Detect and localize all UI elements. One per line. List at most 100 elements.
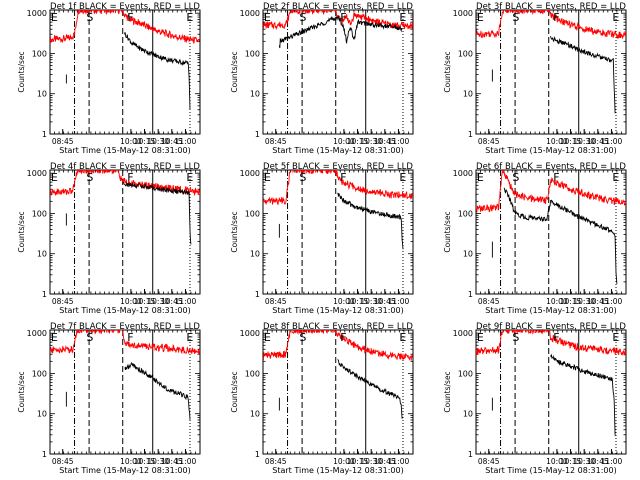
y-axis-label: Counts/sec <box>443 371 452 412</box>
interval-letter: S <box>299 331 306 344</box>
interval-letter: E <box>186 11 193 24</box>
x-tick-label: 10:30 <box>573 137 595 146</box>
detector-panel: Det 3f BLACK = Events, RED = LLD 1 10 100 10… <box>443 2 627 155</box>
y-tick-label: 10 <box>463 410 473 419</box>
y-tick-label: 100 <box>32 369 47 378</box>
x-tick-label: 10:45 <box>161 137 183 146</box>
interval-letter: F <box>553 11 559 24</box>
plot-frame <box>262 169 414 295</box>
x-tick-label: 10:45 <box>587 137 609 146</box>
x-tick-label: 08:45 <box>478 137 500 146</box>
y-tick-label: 1 <box>255 450 260 459</box>
interval-letter: F <box>127 331 133 344</box>
events-series-line <box>124 32 191 111</box>
x-tick-label: 10:15 <box>560 457 582 466</box>
y-tick-label: 1 <box>255 130 260 139</box>
panel-title: Det 9f BLACK = Events, RED = LLD <box>476 322 626 332</box>
y-tick-label: 100 <box>32 49 47 58</box>
y-axis-label: Counts/sec <box>230 211 239 252</box>
y-tick-label: 1000 <box>27 169 47 178</box>
x-tick-label: 08:45 <box>478 297 500 306</box>
y-tick-label: 10 <box>463 250 473 259</box>
y-axis-label: Counts/sec <box>17 51 26 92</box>
x-tick-label: 10:15 <box>347 297 369 306</box>
panel-title: Det 8f BLACK = Events, RED = LLD <box>263 322 413 332</box>
y-tick-label: 10 <box>250 250 260 259</box>
y-tick-label: 1000 <box>240 329 260 338</box>
y-axis-label: Counts/sec <box>230 51 239 92</box>
detector-panel: Det 6f BLACK = Events, RED = LLD 1 10 100 10… <box>443 162 627 315</box>
detector-panel: Det 1f BLACK = Events, RED = LLD 1 10 100 10… <box>17 2 201 155</box>
panel-title: Det 2f BLACK = Events, RED = LLD <box>263 2 413 12</box>
interval-letter: S <box>86 171 93 184</box>
x-tick-label: 10:30 <box>360 297 382 306</box>
interval-letter: S <box>512 11 519 24</box>
x-axis-label: Start Time (15-May-12 08:31:00) <box>272 146 403 155</box>
x-tick-label: 11:00 <box>388 137 410 146</box>
interval-letter: E <box>612 331 619 344</box>
panel-title: Det 6f BLACK = Events, RED = LLD <box>476 162 626 172</box>
y-tick-label: 10 <box>250 410 260 419</box>
interval-letter: F <box>127 11 133 24</box>
interval-letter: E <box>399 11 406 24</box>
y-tick-label: 1 <box>468 290 473 299</box>
x-tick-label: 10:15 <box>134 137 156 146</box>
x-tick-label: 10:15 <box>134 457 156 466</box>
x-axis-label: Start Time (15-May-12 08:31:00) <box>59 146 190 155</box>
x-tick-label: 10:45 <box>161 457 183 466</box>
x-axis-label: Start Time (15-May-12 08:31:00) <box>485 466 616 475</box>
x-tick-label: 10:15 <box>560 137 582 146</box>
y-tick-label: 10 <box>37 410 47 419</box>
x-tick-label: 10:00 <box>333 137 355 146</box>
x-tick-label: 10:45 <box>374 137 396 146</box>
lld-series-line <box>263 330 413 361</box>
x-tick-label: 10:15 <box>134 297 156 306</box>
x-tick-label: 10:00 <box>333 457 355 466</box>
interval-letter: E <box>399 171 406 184</box>
x-tick-label: 10:30 <box>360 457 382 466</box>
interval-letter: E <box>186 331 193 344</box>
y-tick-label: 100 <box>32 209 47 218</box>
y-tick-label: 1000 <box>453 329 473 338</box>
y-axis-label: Counts/sec <box>17 211 26 252</box>
x-tick-label: 10:30 <box>147 297 169 306</box>
x-tick-label: 08:45 <box>52 297 74 306</box>
events-series-line <box>122 181 192 245</box>
interval-letter: F <box>340 171 346 184</box>
x-tick-label: 11:00 <box>601 457 623 466</box>
y-axis-label: Counts/sec <box>443 211 452 252</box>
events-series-line <box>337 192 404 250</box>
x-tick-label: 10:45 <box>374 297 396 306</box>
x-axis-label: Start Time (15-May-12 08:31:00) <box>272 466 403 475</box>
x-tick-label: 10:30 <box>573 297 595 306</box>
x-axis-label: Start Time (15-May-12 08:31:00) <box>272 306 403 315</box>
interval-letter: E <box>51 331 58 344</box>
y-tick-label: 100 <box>245 369 260 378</box>
x-tick-label: 10:30 <box>147 457 169 466</box>
x-tick-label: 11:00 <box>175 137 197 146</box>
x-tick-label: 08:45 <box>478 457 500 466</box>
lld-series-line <box>476 330 626 356</box>
x-tick-label: 10:15 <box>347 457 369 466</box>
x-tick-label: 10:00 <box>333 297 355 306</box>
interval-letter: S <box>86 11 93 24</box>
y-axis-label: Counts/sec <box>230 371 239 412</box>
y-tick-label: 10 <box>37 250 47 259</box>
detector-panel: Det 9f BLACK = Events, RED = LLD 1 10 100 10… <box>443 322 627 475</box>
y-axis-label: Counts/sec <box>17 371 26 412</box>
y-tick-label: 1 <box>468 130 473 139</box>
interval-letter: E <box>612 171 619 184</box>
x-tick-label: 08:45 <box>265 297 287 306</box>
x-tick-label: 10:15 <box>347 137 369 146</box>
y-tick-label: 100 <box>458 369 473 378</box>
x-tick-label: 10:45 <box>374 457 396 466</box>
x-tick-label: 10:00 <box>546 457 568 466</box>
panel-title: Det 3f BLACK = Events, RED = LLD <box>476 2 626 12</box>
lld-series-line <box>50 330 200 355</box>
interval-letter: S <box>512 331 519 344</box>
detector-panel: Det 4f BLACK = Events, RED = LLD 1 10 100 10… <box>17 162 201 315</box>
x-tick-label: 11:00 <box>175 457 197 466</box>
interval-letter: S <box>512 171 519 184</box>
events-series-line <box>503 187 618 284</box>
detector-panel: Det 2f BLACK = Events, RED = LLD 1 10 100 10… <box>230 2 414 155</box>
